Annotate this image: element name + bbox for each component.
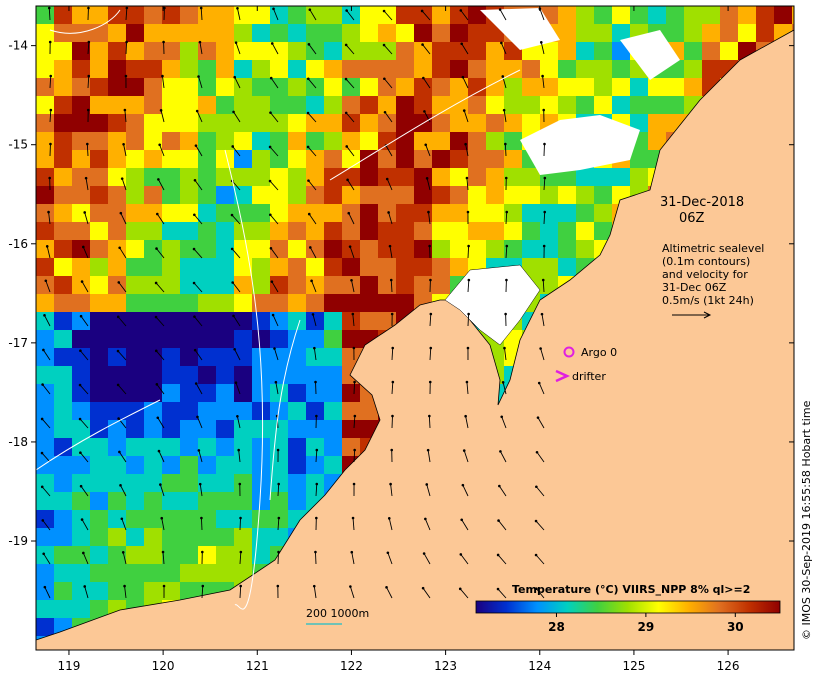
drifter-label: drifter bbox=[572, 370, 606, 383]
colorbar-tick-label: 29 bbox=[638, 620, 655, 634]
bathymetry-contour-key-label: 200 1000m bbox=[306, 607, 369, 620]
colorbar-tick-label: 30 bbox=[727, 620, 744, 634]
cloud-gaps bbox=[444, 8, 680, 346]
lon-tick-label: 124 bbox=[528, 659, 551, 673]
credit-text: © IMOS 30-Sep-2019 16:55:58 Hobart time bbox=[800, 400, 813, 640]
argo-label: Argo 0 bbox=[581, 346, 617, 359]
lon-tick-label: 121 bbox=[246, 659, 269, 673]
drifter-marker-icon bbox=[555, 369, 571, 383]
colorbar bbox=[475, 600, 781, 614]
timestamp-date: 31-Dec-2018 bbox=[660, 195, 744, 210]
map-plot-area bbox=[36, 6, 794, 650]
lat-tick-label: -16 bbox=[8, 237, 28, 251]
land-mass bbox=[36, 6, 794, 650]
argo-marker-icon bbox=[563, 346, 575, 358]
colorbar-tick-label: 28 bbox=[548, 620, 565, 634]
map-frame bbox=[35, 5, 795, 651]
colorbar-title: Temperature (°C) VIIRS_NPP 8% ql>=2 bbox=[512, 583, 750, 596]
lon-tick-label: 119 bbox=[58, 659, 81, 673]
lat-tick-label: -15 bbox=[8, 138, 28, 152]
lat-tick-label: -18 bbox=[8, 435, 28, 449]
lat-tick-label: -14 bbox=[8, 39, 28, 53]
velocity-scale-arrow bbox=[672, 311, 712, 319]
sealevel-note-line2: (0.1m contours) bbox=[662, 255, 750, 268]
lon-tick-label: 122 bbox=[340, 659, 363, 673]
lon-tick-label: 125 bbox=[622, 659, 645, 673]
colorbar-ticks: 28 29 30 bbox=[548, 613, 744, 634]
sealevel-note-line3: and velocity for bbox=[662, 268, 748, 281]
sealevel-note-line1: Altimetric sealevel bbox=[662, 242, 764, 255]
sealevel-contours bbox=[36, 9, 521, 610]
timestamp-hour: 06Z bbox=[679, 211, 705, 226]
lon-tick-label: 123 bbox=[434, 659, 457, 673]
latitude-axis: -14 -15 -16 -17 -18 -19 bbox=[8, 39, 794, 548]
sealevel-note-line5: 0.5m/s (1kt 24h) bbox=[662, 294, 754, 307]
longitude-axis: 119 120 121 122 123 124 125 126 bbox=[58, 6, 740, 673]
sealevel-note-line4: 31-Dec 06Z bbox=[662, 281, 727, 294]
lat-tick-label: -17 bbox=[8, 336, 28, 350]
lat-tick-label: -19 bbox=[8, 534, 28, 548]
velocity-arrows bbox=[40, 6, 547, 599]
lon-tick-label: 120 bbox=[152, 659, 175, 673]
lon-tick-label: 126 bbox=[717, 659, 740, 673]
